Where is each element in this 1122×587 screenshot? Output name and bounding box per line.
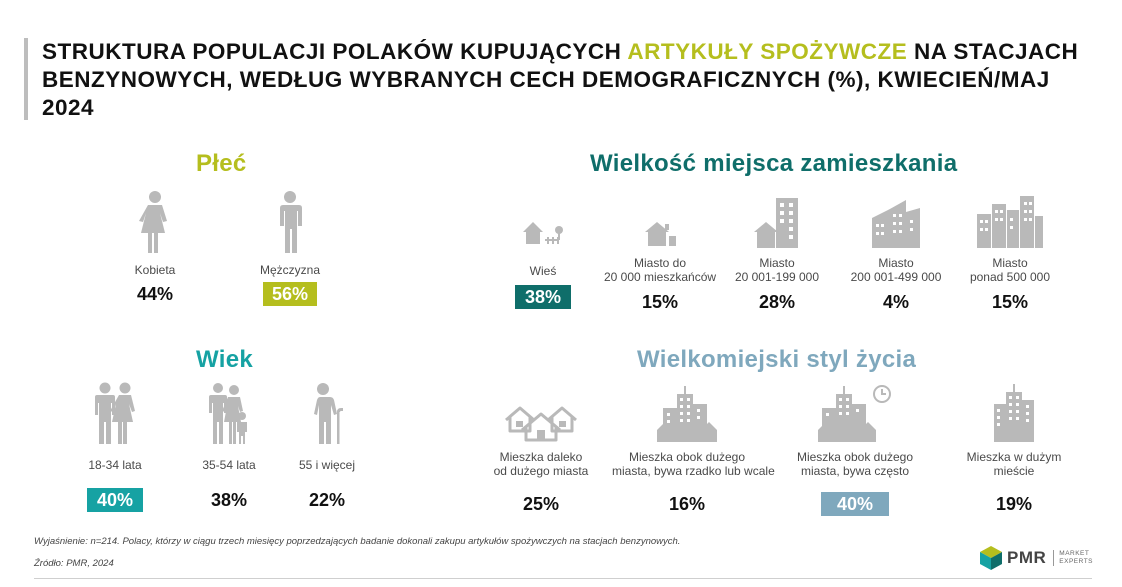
lifestyle-label-near-rarely-1: Mieszka obok dużego [628,450,746,464]
gender-section-title: Płeć [196,150,247,177]
pmr-logo: PMR MARKET EXPERTS [980,546,1093,570]
lifestyle-label-big-city-1: Mieszka w dużym [966,450,1062,464]
senior-icon [314,383,343,444]
place-label-big-city-1: Miasto [992,256,1028,270]
title-part-1: STRUKTURA POPULACJI POLAKÓW KUPUJĄCYCH [42,39,628,64]
lifestyle-item-big-city: Mieszka w dużym mieście 19% [960,384,1068,516]
gender-label-woman: Kobieta [134,263,176,277]
age-item-35-54: 35-54 lata 38% [184,382,274,512]
lifestyle-section-title: Wielkomiejski styl życia [637,346,917,373]
lifestyle-item-far: Mieszka daleko od dużego miasta 25% [478,384,604,516]
lifestyle-item-near-rarely: Mieszka obok dużego miasta, bywa rzadko … [612,384,775,516]
place-label-city-2: 200 001-499 000 [850,270,942,284]
age-label-35-54: 35-54 lata [202,458,256,472]
place-value-village: 38% [514,285,572,309]
gender-value-woman: 44% [136,284,174,304]
small-town-icon [645,222,676,246]
lifestyle-value-near-rarely: 16% [668,494,706,514]
age-label-18-34: 18-34 lata [88,458,142,472]
place-label-small-town-2: 20 000 mieszkańców [603,270,717,284]
lifestyle-value-far: 25% [522,494,560,514]
skyscraper-icon [994,384,1034,442]
logo-tagline-2: EXPERTS [1059,558,1094,565]
logo-tagline-1: MARKET [1059,550,1090,557]
logo-tagline: MARKET EXPERTS [1053,550,1093,566]
place-value-town: 28% [758,292,796,312]
place-item-small-town: Miasto do 20 000 mieszkańców 15% [598,200,722,314]
place-item-big-city: Miasto ponad 500 000 15% [965,196,1055,314]
place-label-village: Wieś [529,264,557,278]
place-label-small-town-1: Miasto do [633,256,687,270]
age-label-55-plus: 55 i więcej [298,458,356,472]
gender-item-woman: Kobieta 44% [110,190,200,306]
town-icon [754,198,798,248]
place-item-village: Wieś 38% [498,200,588,309]
big-city-icon [977,196,1043,248]
place-value-small-town: 15% [641,292,679,312]
lifestyle-label-far-2: od dużego miasta [493,464,589,478]
page-title: STRUKTURA POPULACJI POLAKÓW KUPUJĄCYCH A… [42,38,1102,122]
houses-icon [505,406,577,442]
title-accent-bar [24,38,28,120]
man-icon [280,191,302,253]
age-value-18-34: 40% [86,488,144,512]
age-item-55-plus: 55 i więcej 22% [282,382,372,512]
lifestyle-label-near-often-1: Mieszka obok dużego [796,450,914,464]
lifestyle-value-big-city: 19% [995,494,1033,514]
title-part-2: NA STACJACH BENZYNOWYCH, WEDŁUG WYBRANYC… [42,39,1079,120]
place-value-big-city: 15% [991,292,1029,312]
skyline-clock-icon [818,385,891,442]
gender-value-man: 56% [262,282,318,306]
family-icon [209,383,247,444]
skyline-icon [657,386,717,442]
place-label-city-1: Miasto [878,256,914,270]
young-couple-icon [95,382,135,444]
gender-label-man: Mężczyzna [259,263,321,277]
footer-divider [34,578,1092,579]
age-item-18-34: 18-34 lata 40% [70,382,160,512]
gender-item-man: Mężczyzna 56% [245,190,335,306]
place-item-city: Miasto 200 001-499 000 4% [848,196,944,314]
title-highlight: ARTYKUŁY SPOŻYWCZE [627,39,908,64]
clock-icon [873,385,891,403]
lifestyle-value-near-often: 40% [820,492,890,516]
logo-name: PMR [1007,548,1047,567]
place-label-town-2: 20 001-199 000 [734,270,820,284]
age-value-55-plus: 22% [308,490,346,510]
pmr-logo-icon [980,546,1002,570]
source-note: Źródło: PMR, 2024 [34,558,114,569]
lifestyle-label-near-often-2: miasta, bywa często [800,464,910,478]
place-label-town-1: Miasto [759,256,795,270]
place-section-title: Wielkość miejsca zamieszkania [590,150,958,177]
lifestyle-label-big-city-2: mieście [993,464,1035,478]
age-value-35-54: 38% [210,490,248,510]
lifestyle-label-near-rarely-2: miasta, bywa rzadko lub wcale [612,464,775,478]
village-icon [523,222,563,244]
place-item-town: Miasto 20 001-199 000 28% [732,196,822,314]
place-label-big-city-2: ponad 500 000 [969,270,1051,284]
age-section-title: Wiek [196,346,254,373]
lifestyle-item-near-often: Mieszka obok dużego miasta, bywa często … [790,384,920,516]
place-value-city: 4% [882,292,909,312]
city-icon [872,200,920,248]
woman-icon [139,191,167,253]
lifestyle-label-far-1: Mieszka daleko [499,450,583,464]
footnote: Wyjaśnienie: n=214. Polacy, którzy w cią… [34,536,681,547]
